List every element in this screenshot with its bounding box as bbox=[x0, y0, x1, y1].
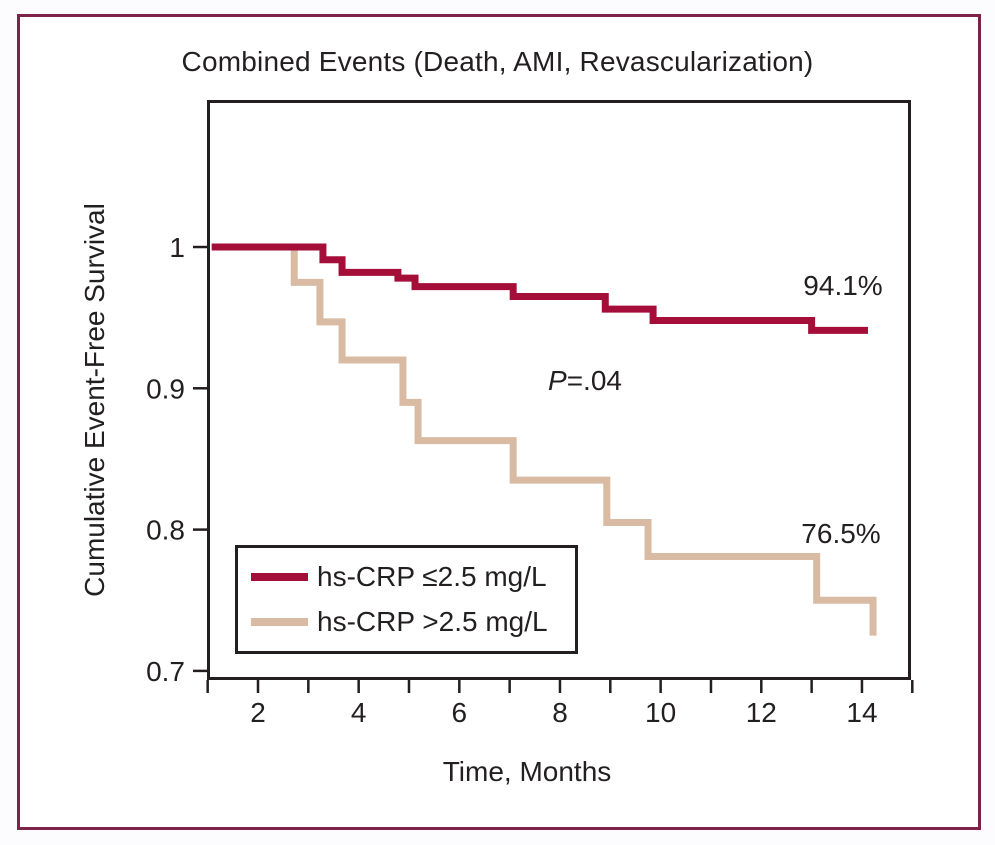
p-value-annotation: P=.04 bbox=[548, 365, 622, 397]
x-tick-label: 12 bbox=[746, 697, 777, 728]
x-tick-label: 2 bbox=[250, 697, 266, 728]
y-tick-label: 0.8 bbox=[146, 515, 185, 546]
plot-box bbox=[207, 100, 911, 680]
x-tick-label: 14 bbox=[846, 697, 877, 728]
chart-title: Combined Events (Death, AMI, Revasculari… bbox=[181, 46, 814, 77]
y-tick-label: 1 bbox=[169, 232, 185, 263]
endpoint-label-high-crp: 76.5% bbox=[801, 518, 881, 549]
survival-curve-low-crp bbox=[211, 243, 868, 334]
x-tick-label: 10 bbox=[645, 697, 676, 728]
endpoint-label-low-crp: 94.1% bbox=[803, 270, 883, 301]
legend-label-low-crp: hs-CRP ≤2.5 mg/L bbox=[317, 561, 547, 592]
legend-swatch-high-crp bbox=[251, 618, 308, 626]
survival-curve-high-crp bbox=[211, 243, 877, 636]
x-tick-label: 6 bbox=[452, 697, 468, 728]
p-value-symbol: P bbox=[548, 365, 567, 396]
legend-label-high-crp: hs-CRP >2.5 mg/L bbox=[317, 606, 548, 637]
p-value-number: =.04 bbox=[566, 365, 622, 396]
x-axis-title: Time, Months bbox=[442, 756, 612, 787]
legend-box: hs-CRP ≤2.5 mg/L hs-CRP >2.5 mg/L bbox=[235, 545, 578, 654]
x-tick-label: 4 bbox=[351, 697, 367, 728]
y-tick-label: 0.7 bbox=[146, 656, 185, 687]
legend-row-low-crp: hs-CRP ≤2.5 mg/L bbox=[238, 561, 575, 593]
figure-border bbox=[17, 14, 981, 830]
legend-swatch-low-crp bbox=[251, 573, 308, 581]
y-tick-label: 0.9 bbox=[146, 373, 185, 404]
x-tick-label: 8 bbox=[552, 697, 568, 728]
legend-row-high-crp: hs-CRP >2.5 mg/L bbox=[238, 606, 575, 638]
